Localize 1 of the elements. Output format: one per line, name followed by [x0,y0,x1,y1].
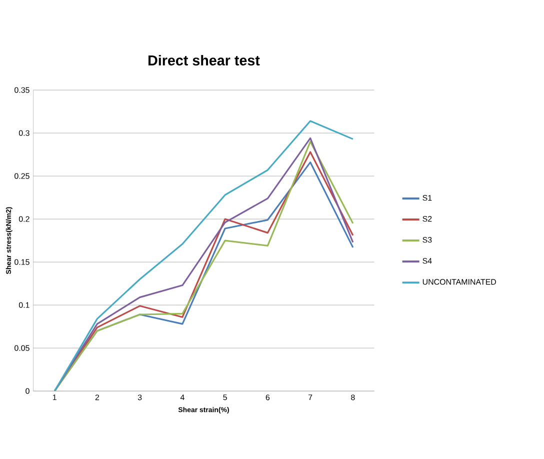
chart-title: Direct shear test [148,54,260,66]
